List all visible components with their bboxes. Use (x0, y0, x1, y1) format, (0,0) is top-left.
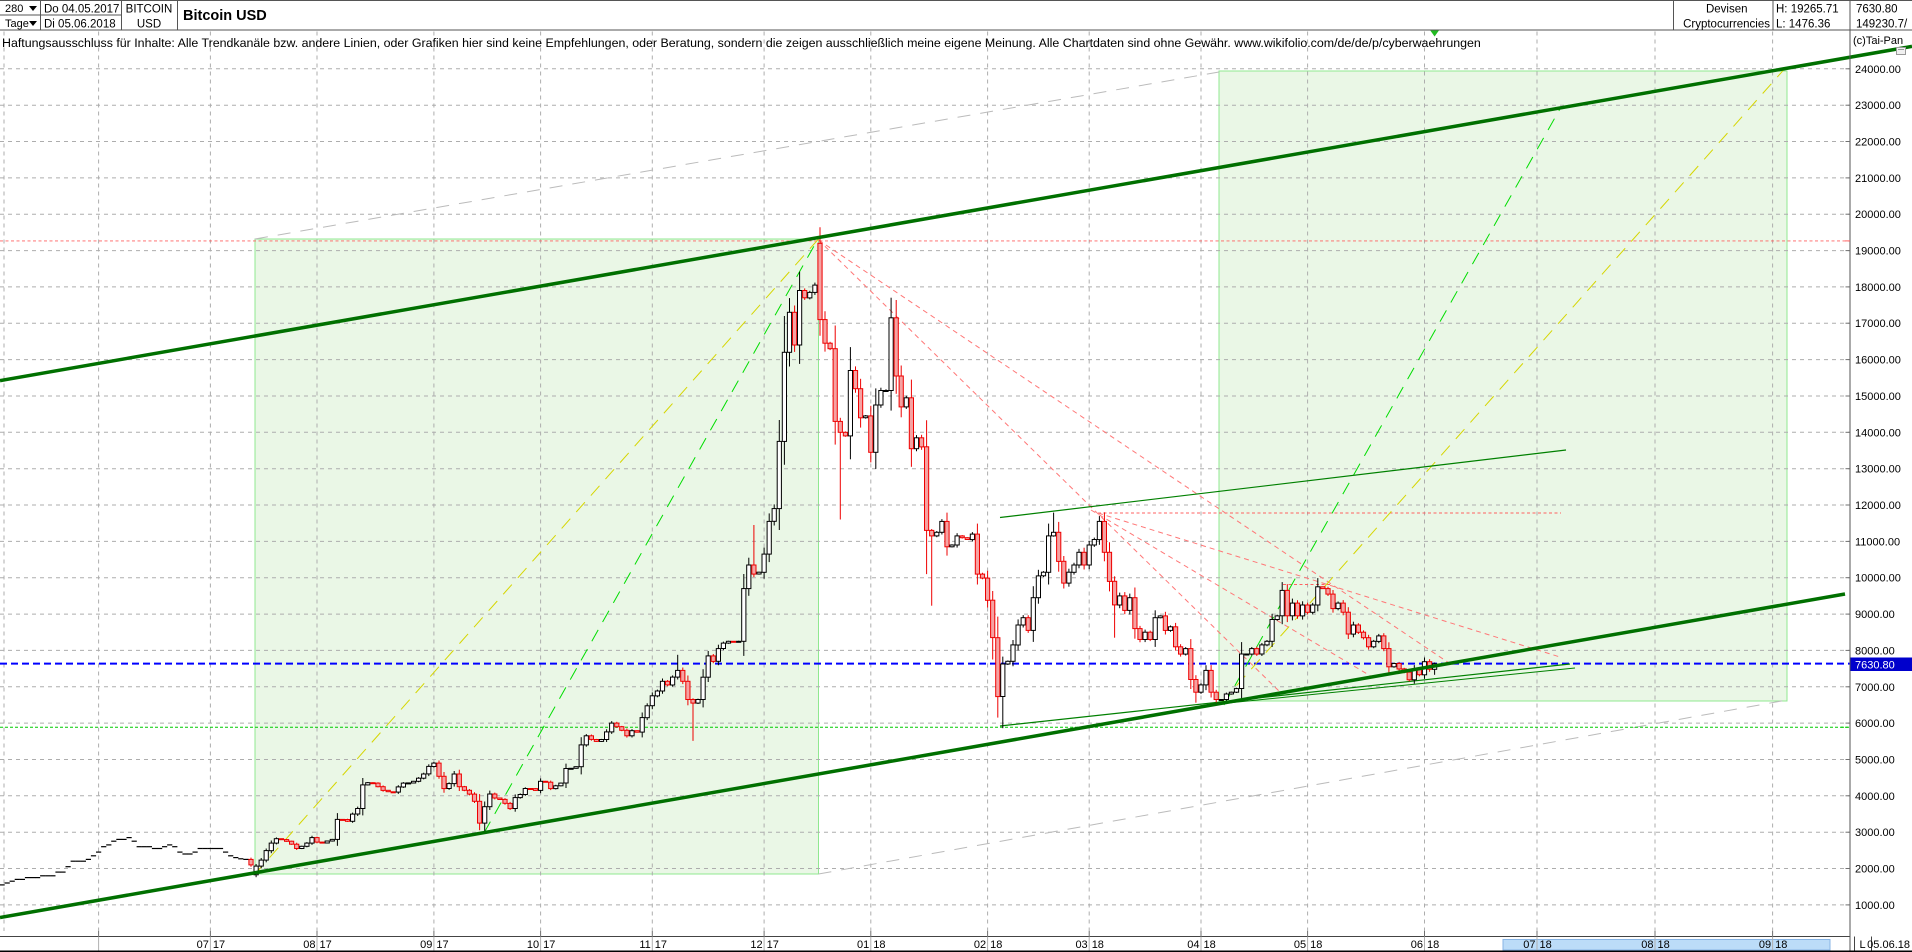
svg-text:23000.00: 23000.00 (1855, 100, 1901, 112)
svg-text:L: 1476.36: L: 1476.36 (1776, 19, 1830, 31)
svg-text:USD: USD (137, 19, 161, 31)
svg-text:07: 07 (1523, 939, 1535, 951)
svg-text:09: 09 (420, 939, 432, 951)
svg-text:14000.00: 14000.00 (1855, 427, 1901, 439)
svg-text:18: 18 (1427, 939, 1439, 951)
svg-text:BITCOIN: BITCOIN (126, 4, 173, 16)
svg-text:Bitcoin USD: Bitcoin USD (183, 8, 267, 24)
svg-text:24000.00: 24000.00 (1855, 64, 1901, 76)
svg-text:21000.00: 21000.00 (1855, 173, 1901, 185)
svg-text:17: 17 (767, 939, 779, 951)
svg-text:1000.00: 1000.00 (1855, 900, 1895, 912)
svg-text:4000.00: 4000.00 (1855, 791, 1895, 803)
svg-text:03: 03 (1075, 939, 1087, 951)
svg-text:06: 06 (1411, 939, 1423, 951)
svg-text:8000.00: 8000.00 (1855, 645, 1895, 657)
svg-text:149230.7/: 149230.7/ (1856, 19, 1908, 31)
svg-text:5000.00: 5000.00 (1855, 755, 1895, 767)
svg-text:6000.00: 6000.00 (1855, 718, 1895, 730)
svg-text:07: 07 (197, 939, 209, 951)
svg-text:280: 280 (5, 3, 23, 15)
svg-text:09: 09 (1759, 939, 1771, 951)
svg-text:10: 10 (527, 939, 539, 951)
svg-text:02: 02 (974, 939, 986, 951)
svg-text:08: 08 (1641, 939, 1653, 951)
svg-text:16000.00: 16000.00 (1855, 355, 1901, 367)
svg-text:05: 05 (1294, 939, 1306, 951)
svg-text:17: 17 (320, 939, 332, 951)
svg-text:2000.00: 2000.00 (1855, 864, 1895, 876)
svg-text:12000.00: 12000.00 (1855, 500, 1901, 512)
svg-text:05.06.18: 05.06.18 (1867, 939, 1910, 951)
svg-text:Di 05.06.2018: Di 05.06.2018 (44, 19, 116, 31)
svg-text:20000.00: 20000.00 (1855, 209, 1901, 221)
svg-text:18: 18 (873, 939, 885, 951)
svg-text:04: 04 (1187, 939, 1199, 951)
svg-text:18: 18 (1204, 939, 1216, 951)
svg-text:15000.00: 15000.00 (1855, 391, 1901, 403)
svg-text:L: L (1859, 939, 1865, 951)
svg-text:H: 19265.71: H: 19265.71 (1776, 4, 1839, 16)
svg-text:(c)Tai-Pan: (c)Tai-Pan (1853, 35, 1903, 47)
svg-text:18: 18 (1310, 939, 1322, 951)
svg-text:3000.00: 3000.00 (1855, 827, 1895, 839)
svg-text:19000.00: 19000.00 (1855, 246, 1901, 258)
svg-text:Tage: Tage (5, 18, 29, 30)
svg-text:Cryptocurrencies: Cryptocurrencies (1683, 19, 1770, 31)
svg-text:18: 18 (1540, 939, 1552, 951)
svg-text:7630.80: 7630.80 (1855, 660, 1895, 672)
svg-text:17: 17 (543, 939, 555, 951)
svg-text:7000.00: 7000.00 (1855, 682, 1895, 694)
svg-text:11000.00: 11000.00 (1855, 536, 1900, 548)
svg-text:18: 18 (1775, 939, 1787, 951)
svg-text:18000.00: 18000.00 (1855, 282, 1901, 294)
svg-text:12: 12 (750, 939, 762, 951)
svg-text:18: 18 (1658, 939, 1670, 951)
svg-text:01: 01 (857, 939, 869, 951)
svg-text:17: 17 (436, 939, 448, 951)
svg-text:Haftungsausschluss für Inhalte: Haftungsausschluss für Inhalte: Alle Tre… (2, 36, 1481, 50)
svg-text:22000.00: 22000.00 (1855, 137, 1901, 149)
svg-text:11: 11 (639, 939, 650, 951)
svg-text:10000.00: 10000.00 (1855, 573, 1901, 585)
svg-text:18: 18 (990, 939, 1002, 951)
svg-text:17: 17 (213, 939, 225, 951)
svg-text:17000.00: 17000.00 (1855, 318, 1901, 330)
svg-text:17: 17 (655, 939, 667, 951)
svg-text:7630.80: 7630.80 (1856, 4, 1898, 16)
svg-text:Do 04.05.2017: Do 04.05.2017 (44, 4, 119, 16)
svg-text:13000.00: 13000.00 (1855, 464, 1901, 476)
svg-text:18: 18 (1092, 939, 1104, 951)
svg-text:Devisen: Devisen (1706, 4, 1748, 16)
svg-text:08: 08 (303, 939, 315, 951)
svg-text:9000.00: 9000.00 (1855, 609, 1895, 621)
